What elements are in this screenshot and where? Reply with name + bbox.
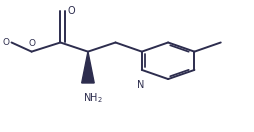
- Text: NH$_2$: NH$_2$: [83, 91, 103, 105]
- Polygon shape: [82, 52, 94, 83]
- Text: O: O: [2, 38, 9, 47]
- Text: O: O: [28, 39, 35, 48]
- Text: N: N: [137, 80, 144, 90]
- Text: O: O: [68, 6, 75, 16]
